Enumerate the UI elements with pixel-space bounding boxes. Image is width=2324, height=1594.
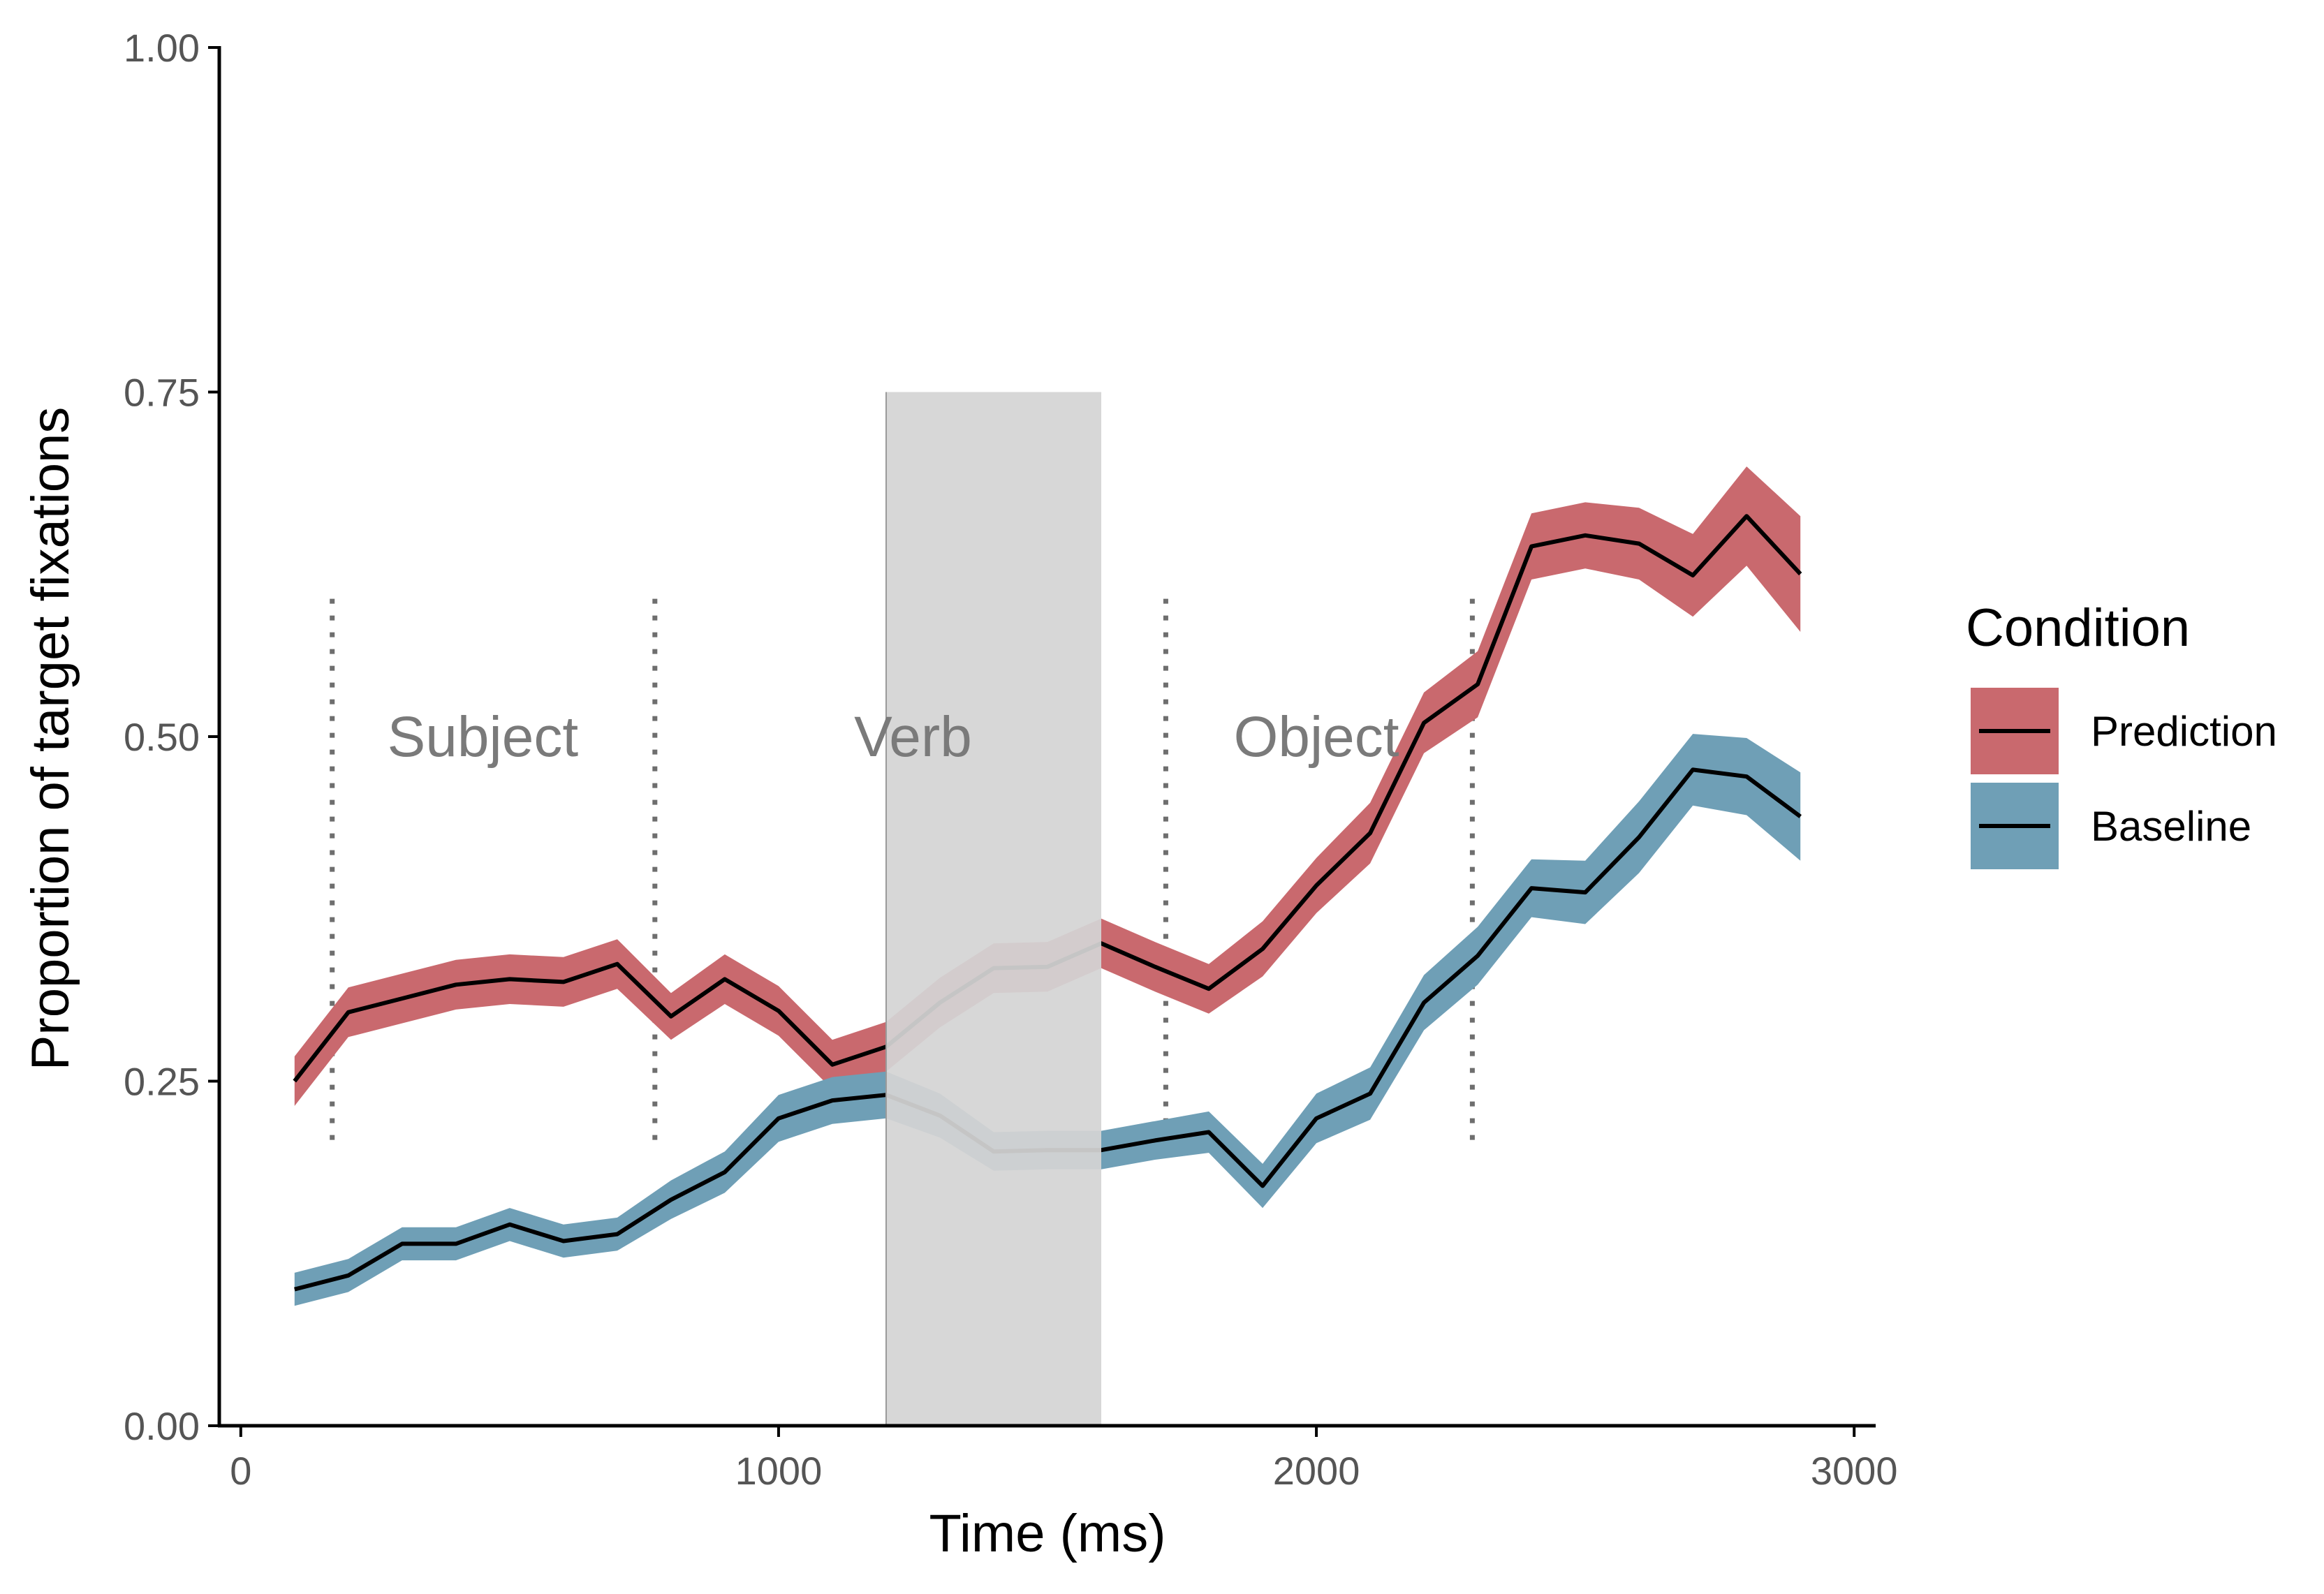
axis-ticks: 0.00 0.25 0.50 0.75 1.00 0 1000 2000 3000 — [124, 26, 1897, 1493]
x-tick-label: 0 — [230, 1449, 251, 1493]
region-label-verb: Verb — [854, 705, 972, 769]
x-tick-label: 2000 — [1273, 1449, 1360, 1493]
y-tick-label: 0.00 — [124, 1404, 200, 1448]
legend-label-baseline: Baseline — [2091, 803, 2251, 850]
x-axis-title: Time (ms) — [929, 1504, 1165, 1563]
region-label-object: Object — [1234, 705, 1399, 769]
confidence-ribbon-baseline — [294, 734, 1801, 1306]
legend-title: Condition — [1966, 598, 2190, 658]
y-axis-title: Proportion of target fixations — [21, 407, 80, 1071]
y-tick-label: 0.25 — [124, 1060, 200, 1104]
verb-window-shading — [885, 392, 1102, 1426]
region-label-subject: Subject — [388, 705, 579, 769]
legend-label-prediction: Prediction — [2091, 708, 2277, 755]
legend-entries: Prediction Baseline — [1971, 688, 2277, 869]
y-tick-label: 0.75 — [124, 371, 200, 415]
region-labels: Subject Verb Object — [388, 705, 1399, 769]
legend: Condition Prediction Baseline — [1966, 598, 2277, 869]
y-tick-label: 0.50 — [124, 715, 200, 759]
x-tick-label: 1000 — [735, 1449, 823, 1493]
verb-window-layer — [885, 392, 1102, 1426]
x-tick-label: 3000 — [1811, 1449, 1898, 1493]
y-tick-label: 1.00 — [124, 26, 200, 70]
